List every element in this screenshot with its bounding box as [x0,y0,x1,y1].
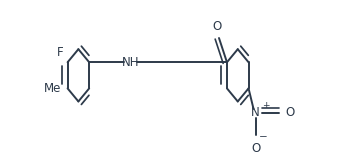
Text: O: O [285,106,294,119]
Text: F: F [57,46,64,59]
Text: +: + [262,101,269,110]
Text: N: N [251,106,260,119]
Text: Me: Me [44,82,62,95]
Text: O: O [212,20,221,33]
Text: NH: NH [121,56,139,69]
Text: O: O [251,143,260,155]
Text: −: − [259,132,268,142]
